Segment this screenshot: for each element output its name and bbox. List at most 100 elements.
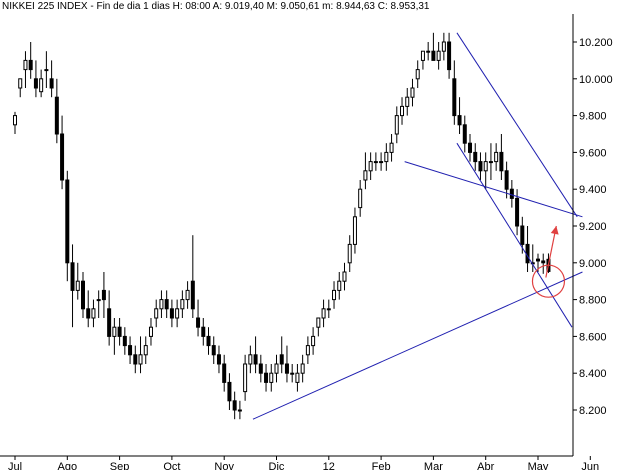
candle-body (222, 363, 227, 383)
candle-body (65, 179, 70, 264)
x-tick-label: Mar (424, 461, 443, 470)
candle-body (305, 345, 310, 356)
x-tick-label: Nov (214, 461, 234, 470)
chart-header: NIKKEI 225 INDEX - Fin de dia 1 dias H: … (2, 1, 430, 12)
candle-body (112, 326, 117, 337)
candle-body (138, 354, 143, 365)
candle-body (169, 308, 174, 319)
candle-body (363, 170, 368, 181)
candle-body (316, 317, 321, 328)
candle-body (515, 197, 520, 227)
y-tick-label: 8.200 (579, 405, 607, 417)
arrow-head (550, 226, 559, 235)
x-tick-label: Jul (8, 461, 22, 470)
y-tick-label: 9.800 (579, 111, 607, 123)
candle-body (39, 78, 44, 93)
candle-body (60, 133, 65, 181)
candle-body (311, 335, 316, 347)
y-tick-label: 8.800 (579, 295, 607, 307)
candle-body (394, 115, 399, 135)
candle-body (227, 381, 232, 402)
trendline (456, 32, 578, 218)
candle-body (300, 363, 305, 374)
candle-body (441, 41, 446, 52)
candle-body (290, 372, 295, 375)
candle-body (196, 317, 201, 328)
candle-body (148, 326, 153, 337)
candle-body (269, 372, 274, 383)
y-tick-label: 10.000 (579, 74, 613, 86)
candle-body (420, 50, 425, 61)
candle-body (154, 308, 159, 319)
y-tick-label: 9.000 (579, 258, 607, 270)
candle-body (253, 354, 258, 365)
candle-body (143, 345, 148, 356)
candle-body (337, 280, 342, 291)
candle-body (426, 50, 431, 53)
candle-body (473, 151, 478, 163)
candle-body (216, 354, 221, 365)
x-tick-label: Ago (58, 461, 78, 470)
candle-body (117, 326, 122, 337)
candle-body (180, 299, 185, 310)
x-tick-label: Sep (110, 461, 130, 470)
candle-body (23, 59, 28, 71)
candle-body (28, 59, 33, 71)
candle-body (431, 50, 436, 61)
candle-body (232, 400, 237, 411)
x-tick-label: Jun (581, 461, 599, 470)
plot-area (13, 32, 583, 420)
candle-body (284, 363, 289, 374)
candle-body (164, 299, 169, 310)
candle-body (400, 105, 405, 117)
candle-body (352, 216, 357, 245)
candle-body (237, 409, 242, 412)
candle-body (211, 345, 216, 356)
candle-body (509, 188, 514, 199)
x-tick-label: May (528, 461, 549, 470)
candle-body (347, 243, 352, 264)
candle-body (264, 372, 269, 383)
candle-body (133, 354, 138, 365)
candle-body (410, 87, 415, 98)
candle-body (483, 161, 488, 172)
candle-body (128, 345, 133, 356)
candle-body (321, 308, 326, 319)
candle-body (499, 151, 504, 172)
candle-body (389, 142, 394, 153)
candle-body (44, 69, 49, 72)
y-tick-label: 9.600 (579, 147, 607, 159)
candle-body (494, 151, 499, 163)
y-axis: 8.200 8.400 8.600 8.800 9.000 9.200 9.400 9.600… (572, 14, 613, 456)
candle-body (33, 78, 38, 89)
x-tick-label: 12 (323, 461, 335, 470)
candle-body (326, 308, 331, 311)
candle-body (384, 151, 389, 163)
candle-body (462, 124, 467, 144)
candle-body (101, 289, 106, 301)
arrow-shaft (545, 225, 557, 278)
candle-body (185, 289, 190, 301)
trendline (404, 161, 583, 218)
candle-body (49, 78, 54, 89)
candle-body (368, 161, 373, 172)
candle-body (342, 271, 347, 282)
x-tick-label: Feb (372, 461, 391, 470)
candle-body (243, 363, 248, 393)
candle-body (468, 142, 473, 153)
candle-body (206, 335, 211, 347)
candle-body (488, 161, 493, 164)
candle-body (332, 289, 337, 301)
candle-body (18, 78, 23, 89)
x-axis: Jul Ago Sep Oct Nov Dic 12 Feb Mar Abr May Jun (0, 455, 599, 470)
y-tick-label: 8.400 (579, 368, 607, 380)
trendline (252, 271, 583, 420)
candle-body (75, 280, 80, 291)
candle-body (80, 280, 85, 310)
candle-body (96, 299, 101, 302)
candle-body (504, 170, 509, 190)
candle-body (405, 96, 410, 107)
candle-body (452, 78, 457, 117)
candle-body (175, 308, 180, 319)
